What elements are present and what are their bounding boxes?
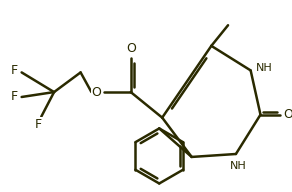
Text: O: O — [91, 86, 101, 98]
Text: O: O — [126, 42, 136, 55]
Text: O: O — [283, 108, 292, 121]
Text: F: F — [11, 64, 18, 77]
Text: F: F — [11, 90, 18, 103]
Text: NH: NH — [256, 64, 273, 74]
Text: NH: NH — [230, 161, 246, 171]
Text: F: F — [35, 118, 42, 131]
